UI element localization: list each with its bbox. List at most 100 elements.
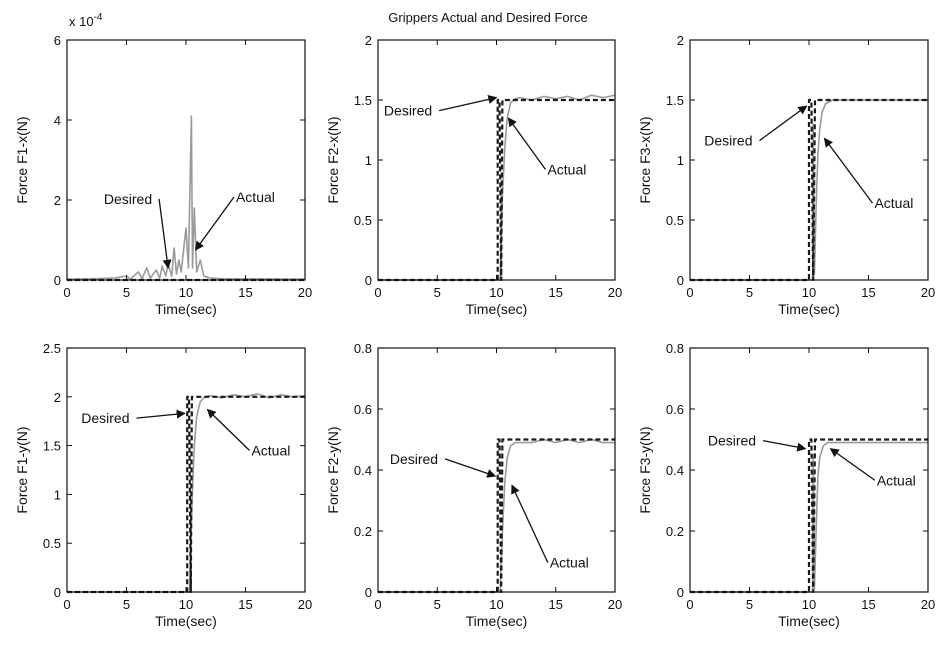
x-tick-label: 5 <box>434 597 441 612</box>
y-tick-label: 0.8 <box>354 341 372 356</box>
series-actual-line <box>690 441 928 593</box>
x-tick-label: 20 <box>921 597 935 612</box>
y-axis-label: Force F1-y(N) <box>14 426 30 513</box>
annotation-arrow <box>762 439 807 452</box>
annotation-arrow <box>158 198 172 269</box>
annotation-arrow <box>759 105 808 142</box>
panel-5: 0 5 10 15 20 0 0.2 0.4 0.6 0.8 Time(sec) Force F2-y… <box>325 341 622 629</box>
y-tick-label: 2 <box>54 193 61 208</box>
annotation-arrow <box>507 117 546 170</box>
y-tick-label: 4 <box>54 113 61 128</box>
x-tick-label: 15 <box>238 597 252 612</box>
x-tick-label: 10 <box>179 597 193 612</box>
x-tick-label: 20 <box>921 285 935 300</box>
x-tick-label: 5 <box>123 285 130 300</box>
annotation-desired: Desired <box>81 410 129 426</box>
annotation-arrow <box>438 94 498 112</box>
y-tick-label: 0 <box>54 585 61 600</box>
x-tick-label: 0 <box>686 597 693 612</box>
panel-3: 0 5 10 15 20 0 0.5 1 1.5 2 Time(sec) Force F3-x(N) D… <box>637 33 935 317</box>
annotation-desired: Desired <box>384 103 432 119</box>
axes-frame <box>377 39 616 281</box>
x-tick-label: 15 <box>238 285 252 300</box>
x-axis-label: Time(sec) <box>778 613 840 629</box>
y-tick-label: 0.2 <box>354 524 372 539</box>
annotation-desired: Desired <box>704 133 752 149</box>
y-tick-label: 0.4 <box>666 463 684 478</box>
annotation-actual: Actual <box>251 442 290 458</box>
y-tick-label: 1 <box>54 487 61 502</box>
axes-frame <box>66 347 306 593</box>
panel-1: 0 5 10 15 20 0 2 4 6 x 10-4 Time(sec) Force F1-x(N)… <box>14 12 312 317</box>
y-axis-label: Force F3-x(N) <box>637 116 653 203</box>
y-tick-label: 2 <box>365 33 372 48</box>
y-tick-label: 1 <box>677 153 684 168</box>
annotation-arrow <box>829 448 876 481</box>
series-desired-line <box>378 98 615 282</box>
y-tick-label: 0.6 <box>666 402 684 417</box>
y-exponent-power: -4 <box>94 12 103 23</box>
x-axis-label: Time(sec) <box>466 613 528 629</box>
x-tick-label: 20 <box>608 285 622 300</box>
annotation-actual: Actual <box>236 189 275 205</box>
y-tick-label: 6 <box>54 33 61 48</box>
x-axis-label: Time(sec) <box>466 301 528 317</box>
y-tick-label: 0 <box>365 585 372 600</box>
y-tick-label: 0.5 <box>354 213 372 228</box>
y-tick-label: 0 <box>677 273 684 288</box>
annotation-arrow <box>136 409 186 419</box>
y-tick-label: 0.4 <box>354 463 372 478</box>
series-actual-line <box>66 115 306 281</box>
y-tick-label: 2 <box>677 33 684 48</box>
y-tick-label: 0.8 <box>666 341 684 356</box>
x-tick-label: 0 <box>686 285 693 300</box>
panel-4: 0 5 10 15 20 0 0.5 1 1.5 2 2.5 Time(sec) Force F1-y(… <box>14 341 312 629</box>
series-desired-line <box>690 438 928 594</box>
x-tick-label: 0 <box>63 597 70 612</box>
x-tick-label: 10 <box>802 597 816 612</box>
annotation-arrow <box>206 408 250 451</box>
x-tick-label: 15 <box>549 285 563 300</box>
y-tick-label: 0 <box>54 273 61 288</box>
annotation-desired: Desired <box>708 433 756 449</box>
series-actual-line <box>378 438 615 593</box>
y-tick-label: 1.5 <box>666 93 684 108</box>
annotation-actual: Actual <box>874 195 913 211</box>
x-tick-label: 5 <box>746 597 753 612</box>
annotation-actual: Actual <box>877 472 916 488</box>
x-tick-label: 15 <box>861 597 875 612</box>
x-tick-label: 20 <box>608 597 622 612</box>
x-axis-label: Time(sec) <box>155 301 217 317</box>
x-tick-label: 10 <box>489 597 503 612</box>
annotation-actual: Actual <box>547 161 586 177</box>
x-tick-label: 15 <box>549 597 563 612</box>
y-tick-label: 1 <box>365 153 372 168</box>
x-tick-label: 10 <box>179 285 193 300</box>
y-axis-label: Force F1-x(N) <box>14 116 30 203</box>
y-tick-label: 0.5 <box>43 536 61 551</box>
x-axis-label: Time(sec) <box>155 613 217 629</box>
annotation-arrow <box>194 196 235 251</box>
x-axis-label: Time(sec) <box>778 301 840 317</box>
x-tick-label: 5 <box>434 285 441 300</box>
panel-2: 0 5 10 15 20 0 0.5 1 1.5 2 Time(sec) Force F2-x(N) D… <box>325 33 622 317</box>
annotation-desired: Desired <box>104 191 152 207</box>
x-tick-label: 20 <box>298 285 312 300</box>
y-tick-label: 0.6 <box>354 402 372 417</box>
figure-title: Grippers Actual and Desired Force <box>388 10 587 25</box>
y-exponent-label: x 10-4 <box>69 12 103 29</box>
x-tick-label: 20 <box>298 597 312 612</box>
x-tick-label: 10 <box>802 285 816 300</box>
x-tick-label: 0 <box>374 285 381 300</box>
x-tick-label: 0 <box>63 285 70 300</box>
y-tick-label: 0 <box>365 273 372 288</box>
y-tick-label: 1.5 <box>354 93 372 108</box>
y-tick-label: 2 <box>54 390 61 405</box>
y-axis-label: Force F2-x(N) <box>325 116 341 203</box>
y-axis-label: Force F2-y(N) <box>325 426 341 513</box>
series-desired-line <box>690 98 928 282</box>
axes-frame <box>66 39 306 281</box>
annotation-arrow <box>444 458 497 478</box>
